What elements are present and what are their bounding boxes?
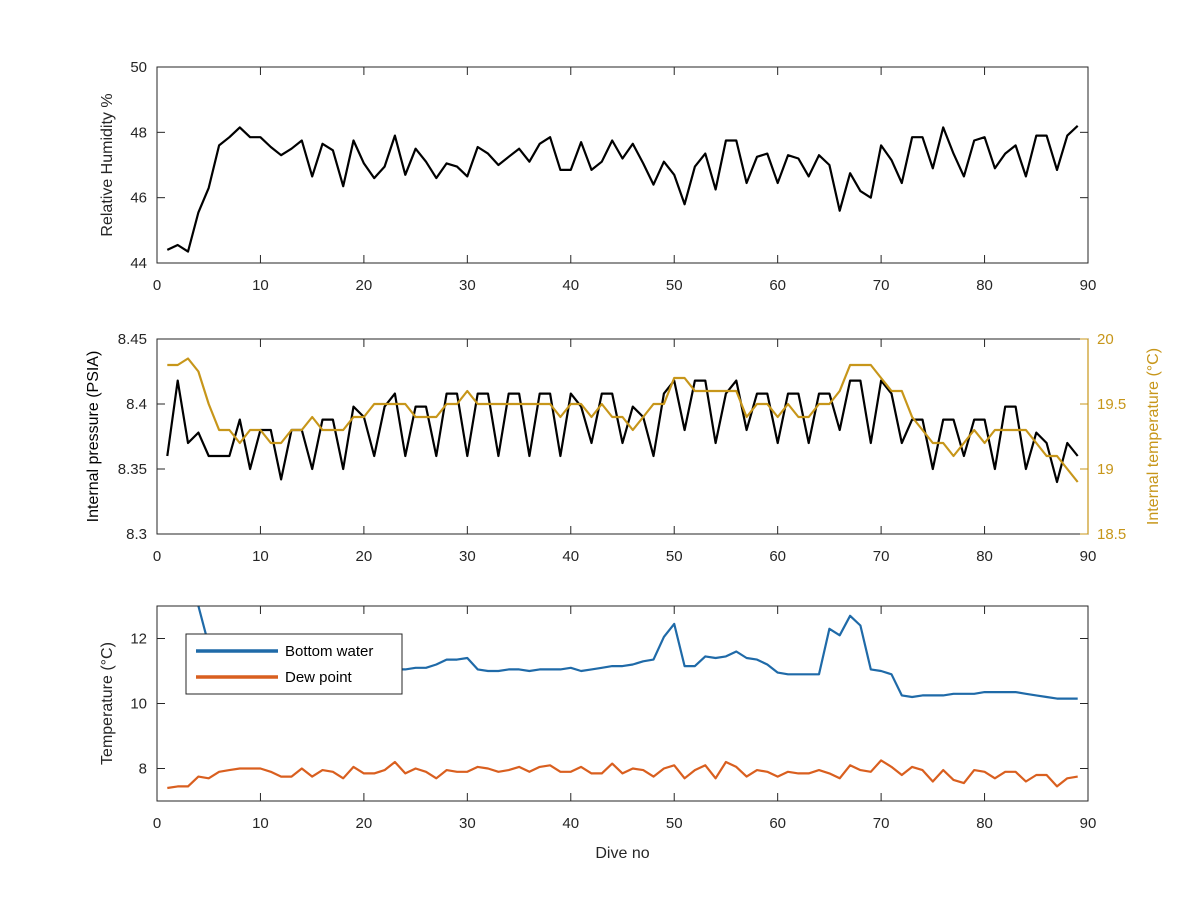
- x-tick-label: 90: [1080, 815, 1097, 832]
- x-tick-label: 60: [769, 277, 786, 294]
- y-tick-label: 8.3: [126, 526, 147, 543]
- y-axis-label: Internal pressure (PSIA): [85, 351, 102, 523]
- x-tick-label: 0: [153, 548, 161, 565]
- legend-entry-label: Dew point: [285, 669, 353, 686]
- x-tick-label: 40: [562, 548, 579, 565]
- legend: Bottom water Dew point: [185, 633, 403, 695]
- legend-box: [185, 633, 403, 695]
- x-tick-label: 70: [873, 277, 890, 294]
- series-line-0-0: [166, 124, 1079, 253]
- x-tick-label: 60: [769, 548, 786, 565]
- x-tick-label: 30: [459, 548, 476, 565]
- x-tick-label: 70: [873, 548, 890, 565]
- y-tick-label: 44: [130, 255, 147, 272]
- x-tick-label: 80: [976, 815, 993, 832]
- x-tick-label: 20: [356, 277, 373, 294]
- x-tick-label: 30: [459, 277, 476, 294]
- y-tick-label: 12: [130, 631, 147, 648]
- series-line-2-1: [167, 759, 1078, 790]
- temperature-panel: 0 10 20 30 40 50 60 70 80 90 8 10 12 Temperature (°C)…: [99, 605, 1097, 862]
- y-tick-label: 10: [130, 696, 147, 713]
- humidity-panel: 0 10 20 30 40 50 60 70 80 90 44 46 48 50 Relative Humi…: [99, 59, 1096, 294]
- x-tick-label: 0: [153, 815, 161, 832]
- y2-tick-label: 19.5: [1097, 396, 1126, 413]
- y-tick-label: 8: [139, 761, 147, 778]
- y-tick-label: 8.4: [126, 396, 147, 413]
- y-tick-label: 48: [130, 124, 147, 141]
- y-tick-label: 46: [130, 190, 147, 207]
- y2-tick-label: 18.5: [1097, 526, 1126, 543]
- x-tick-label: 50: [666, 277, 683, 294]
- y-axis-label: Temperature (°C): [99, 642, 116, 765]
- y-tick-label: 8.35: [118, 461, 147, 478]
- y-tick-label: 8.45: [118, 331, 147, 348]
- y2-tick-label: 20: [1097, 331, 1114, 348]
- x-tick-label: 30: [459, 815, 476, 832]
- x-tick-label: 10: [252, 815, 269, 832]
- x-tick-label: 80: [976, 277, 993, 294]
- series-line-1-1: [167, 357, 1079, 483]
- axes-box: [156, 66, 1089, 264]
- x-tick-label: 90: [1080, 277, 1097, 294]
- x-tick-label: 90: [1080, 548, 1097, 565]
- x-tick-label: 60: [769, 815, 786, 832]
- pressure-temperature-panel: 0 10 20 30 40 50 60 70 80 90 8.3 8.35 8.4 8.45 18.5 19 1…: [85, 331, 1162, 565]
- y2-tick-label: 19: [1097, 461, 1114, 478]
- series-line-1-0: [166, 379, 1079, 484]
- axes-box: [156, 338, 1089, 535]
- x-tick-label: 40: [562, 815, 579, 832]
- y-tick-label: 50: [130, 59, 147, 76]
- x-axis-label: Dive no: [595, 845, 649, 862]
- x-tick-label: 20: [356, 548, 373, 565]
- x-tick-label: 80: [976, 548, 993, 565]
- legend-entry-label: Bottom water: [285, 643, 373, 660]
- x-tick-label: 50: [666, 815, 683, 832]
- x-tick-label: 50: [666, 548, 683, 565]
- x-tick-label: 10: [252, 548, 269, 565]
- y2-axis-label: Internal temperature (°C): [1145, 348, 1162, 525]
- x-tick-label: 0: [153, 277, 161, 294]
- x-tick-label: 10: [252, 277, 269, 294]
- x-tick-label: 20: [356, 815, 373, 832]
- x-tick-label: 40: [562, 277, 579, 294]
- x-tick-label: 70: [873, 815, 890, 832]
- y-axis-label: Relative Humidity %: [99, 93, 116, 236]
